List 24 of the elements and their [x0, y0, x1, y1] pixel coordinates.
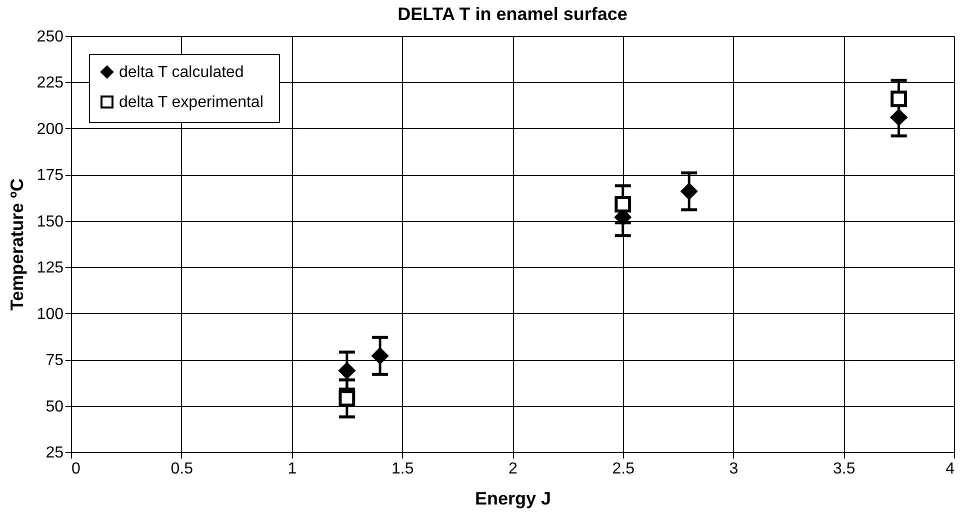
legend-label: delta T calculated: [119, 64, 244, 81]
x-tick-label: 2: [508, 460, 518, 478]
y-tick-label: 50: [46, 398, 64, 416]
x-axis-title: Energy J: [474, 488, 552, 508]
y-tick-label: 250: [36, 28, 64, 46]
x-tick-label: 4: [946, 460, 955, 478]
chart-title: DELTA T in enamel surface: [398, 4, 628, 24]
x-tick-label: 0: [72, 460, 80, 478]
x-tick-label: 1.5: [392, 460, 414, 478]
x-tick-label: 1: [288, 460, 297, 478]
x-tick-label: 3.5: [833, 460, 856, 478]
y-tick-label: 225: [36, 74, 64, 92]
y-tick-label: 125: [36, 260, 64, 277]
y-tick-label: 200: [36, 120, 64, 138]
x-tick-label: 0.5: [170, 460, 194, 478]
legend-label: delta T experimental: [119, 94, 264, 111]
x-tick-label: 2.5: [612, 460, 635, 478]
y-tick-label: 175: [36, 167, 64, 184]
y-tick-label: 100: [36, 306, 64, 323]
y-tick-label: 75: [46, 352, 64, 370]
y-tick-label: 150: [36, 213, 64, 230]
x-tick-label: 3: [729, 460, 738, 478]
y-tick-label: 25: [46, 444, 64, 462]
y-axis-title: Temperature ºC: [6, 178, 27, 311]
